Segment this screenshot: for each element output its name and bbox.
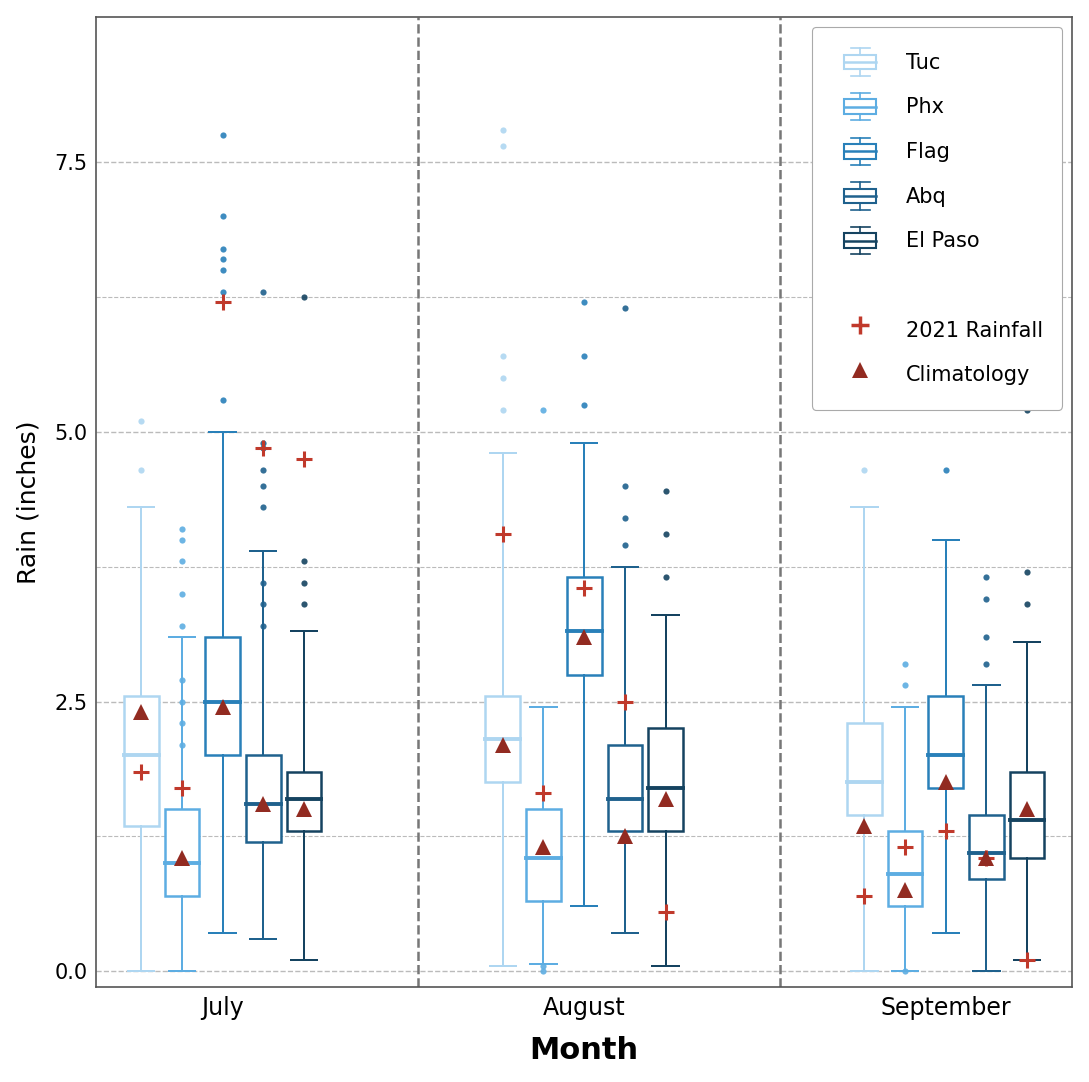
Point <box>937 461 954 478</box>
Point <box>494 401 512 419</box>
Bar <box>929 696 963 788</box>
Point <box>255 283 272 301</box>
Point <box>494 347 512 365</box>
Point <box>978 629 995 646</box>
Point <box>575 294 592 312</box>
Point <box>213 251 231 268</box>
Point <box>133 461 150 478</box>
Point <box>173 531 191 549</box>
Bar <box>124 696 159 826</box>
Point <box>1018 564 1036 581</box>
Point <box>255 461 272 478</box>
Bar <box>648 728 683 831</box>
Point <box>575 396 592 413</box>
Point <box>213 127 231 144</box>
Point <box>1018 596 1036 613</box>
Point <box>173 671 191 688</box>
Point <box>133 412 150 430</box>
Bar <box>567 578 601 674</box>
Point <box>255 575 272 592</box>
Point <box>978 569 995 586</box>
Point <box>978 591 995 608</box>
Point <box>1018 401 1036 419</box>
Point <box>173 520 191 538</box>
Point <box>213 262 231 279</box>
Point <box>616 300 634 317</box>
Point <box>856 461 873 478</box>
Point <box>494 121 512 138</box>
Point <box>535 963 552 980</box>
Point <box>295 289 313 306</box>
Point <box>575 347 592 365</box>
Point <box>937 294 954 312</box>
Point <box>978 655 995 672</box>
Point <box>173 585 191 603</box>
Point <box>616 510 634 527</box>
Bar <box>526 809 561 901</box>
Point <box>255 499 272 516</box>
Point <box>535 401 552 419</box>
Point <box>255 596 272 613</box>
Point <box>295 575 313 592</box>
Point <box>173 714 191 731</box>
Bar <box>888 831 922 907</box>
Legend: Tuc, Phx, Flag, Abq, El Paso, , 2021 Rainfall, Climatology: Tuc, Phx, Flag, Abq, El Paso, , 2021 Rai… <box>812 27 1062 410</box>
Point <box>896 676 914 694</box>
Point <box>213 208 231 225</box>
Point <box>213 283 231 301</box>
Bar <box>608 744 643 831</box>
Bar <box>164 809 199 896</box>
Point <box>295 553 313 570</box>
Bar <box>205 637 240 755</box>
Point <box>494 369 512 386</box>
Point <box>255 434 272 451</box>
Bar <box>847 723 882 815</box>
Bar <box>246 755 281 842</box>
Bar <box>1010 771 1044 858</box>
Point <box>255 439 272 457</box>
Point <box>255 618 272 635</box>
Point <box>173 618 191 635</box>
Point <box>896 963 914 980</box>
Bar <box>486 696 521 782</box>
Point <box>295 596 313 613</box>
Point <box>173 553 191 570</box>
Point <box>494 137 512 155</box>
Point <box>616 537 634 554</box>
Point <box>657 483 674 500</box>
Y-axis label: Rain (inches): Rain (inches) <box>16 420 40 584</box>
Point <box>1018 353 1036 370</box>
Point <box>535 958 552 975</box>
Point <box>616 477 634 494</box>
Point <box>657 569 674 586</box>
Point <box>856 347 873 365</box>
Point <box>173 736 191 753</box>
Point <box>255 477 272 494</box>
Point <box>173 692 191 710</box>
Point <box>213 240 231 258</box>
Point <box>213 391 231 408</box>
Point <box>896 655 914 672</box>
Bar <box>969 815 1004 880</box>
Point <box>657 526 674 543</box>
Bar <box>286 771 321 831</box>
X-axis label: Month: Month <box>529 1037 639 1066</box>
